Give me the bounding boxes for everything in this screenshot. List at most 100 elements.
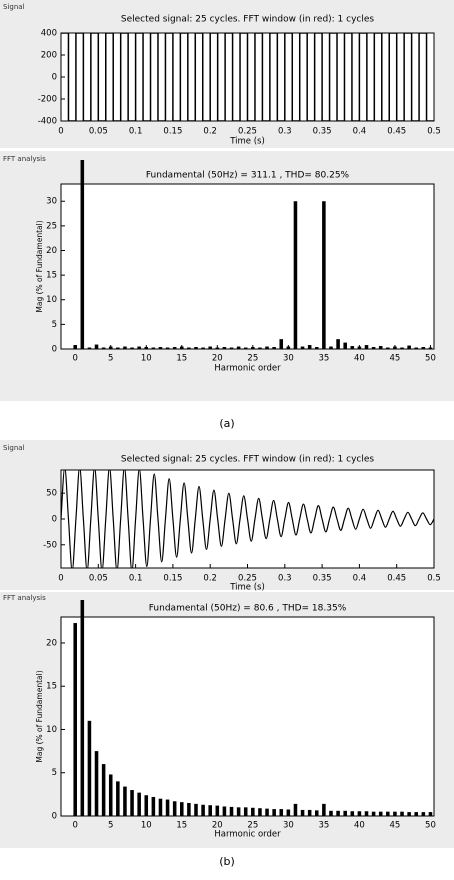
x-tick-label: 0.3	[278, 574, 292, 584]
bar	[272, 809, 276, 816]
bar	[307, 345, 312, 349]
bar	[357, 811, 362, 816]
bar	[87, 720, 92, 816]
x-tick-label: 25	[247, 354, 258, 364]
x-tick-label: 0.25	[238, 574, 257, 584]
bar	[215, 347, 220, 349]
x-tick-label: 0	[58, 574, 63, 584]
bar	[194, 347, 198, 349]
bar	[336, 339, 340, 349]
x-tick-label: 40	[354, 821, 365, 831]
bar	[151, 796, 156, 816]
bar	[208, 346, 212, 349]
x-tick-label: 0.5	[427, 574, 441, 584]
bar	[286, 346, 291, 349]
x-tick-label: 30	[283, 354, 294, 364]
bar	[300, 809, 305, 816]
x-axis-label: Harmonic order	[214, 364, 281, 374]
bar	[343, 810, 347, 816]
bar	[357, 346, 362, 349]
x-tick-label: 5	[108, 821, 113, 831]
y-tick-label: 10	[46, 725, 57, 735]
bar	[421, 812, 426, 816]
bar	[144, 347, 149, 349]
x-axis-label: Time (s)	[229, 583, 265, 593]
x-tick-label: 50	[425, 821, 436, 831]
x-tick-label: 10	[141, 821, 152, 831]
plot-area	[60, 183, 435, 350]
y-tick-label: 0	[52, 73, 57, 83]
x-tick-label: 0.2	[203, 574, 217, 584]
bar	[229, 347, 234, 349]
bar	[428, 347, 433, 349]
x-tick-label: 0.45	[387, 574, 406, 584]
x-tick-label: 0	[58, 127, 63, 137]
bar	[229, 806, 234, 816]
bar	[279, 809, 284, 816]
y-tick-label: 400	[41, 29, 57, 39]
y-tick-label: 15	[46, 271, 57, 281]
bar	[251, 347, 255, 349]
x-tick-label: 0.35	[313, 574, 332, 584]
bar	[251, 807, 255, 816]
bar	[386, 347, 390, 349]
bar	[194, 803, 198, 816]
x-tick-label: 0.1	[129, 574, 143, 584]
x-tick-label: 20	[212, 354, 223, 364]
data-layer	[73, 600, 433, 816]
bar	[378, 346, 383, 349]
data-layer	[61, 33, 434, 121]
x-tick-label: 0.15	[163, 574, 182, 584]
x-tick-label: 35	[318, 354, 329, 364]
x-tick-label: 5	[108, 354, 113, 364]
bar	[314, 347, 319, 349]
bar	[265, 808, 269, 816]
bar	[322, 803, 326, 816]
bar	[158, 347, 163, 349]
bar	[180, 346, 184, 349]
bar	[258, 347, 262, 349]
y-tick-label: 0	[52, 345, 57, 355]
y-tick-label: -200	[38, 95, 57, 105]
x-tick-label: 0.05	[89, 574, 108, 584]
bar	[293, 803, 298, 816]
x-tick-label: 25	[247, 821, 258, 831]
x-tick-label: 15	[176, 821, 187, 831]
y-tick-label: 5	[52, 320, 57, 330]
bar	[187, 347, 191, 349]
bar	[236, 807, 241, 816]
x-tick-label: 10	[141, 354, 152, 364]
bar	[407, 345, 411, 349]
bar	[201, 804, 205, 816]
bar	[307, 809, 312, 816]
x-tick-label: 0.25	[238, 127, 257, 137]
x-tick-label: 35	[318, 821, 329, 831]
bar	[172, 347, 177, 349]
y-tick-label: 25	[46, 221, 57, 231]
bar	[300, 346, 305, 349]
bar	[322, 201, 326, 349]
x-tick-label: 0.05	[89, 127, 108, 137]
bar	[101, 764, 106, 816]
y-tick-label: 15	[46, 682, 57, 692]
x-tick-label: 20	[212, 821, 223, 831]
y-tick-label: 200	[41, 51, 57, 61]
bar	[215, 805, 220, 816]
panel-label: Signal	[3, 444, 25, 452]
bar	[393, 811, 397, 816]
bar	[87, 347, 92, 349]
data-layer	[61, 470, 434, 568]
bar	[386, 811, 390, 816]
y-tick-label: 0	[52, 812, 57, 822]
bar	[208, 805, 212, 816]
bar	[343, 342, 347, 349]
signal-line	[61, 470, 434, 568]
caption: (a)	[219, 417, 234, 430]
bar	[116, 347, 120, 349]
x-tick-label: 0.3	[278, 127, 292, 137]
y-tick-label: 20	[46, 246, 57, 256]
bar	[258, 808, 262, 816]
bar	[144, 795, 149, 816]
chart-title: Selected signal: 25 cycles. FFT window (…	[121, 15, 375, 25]
